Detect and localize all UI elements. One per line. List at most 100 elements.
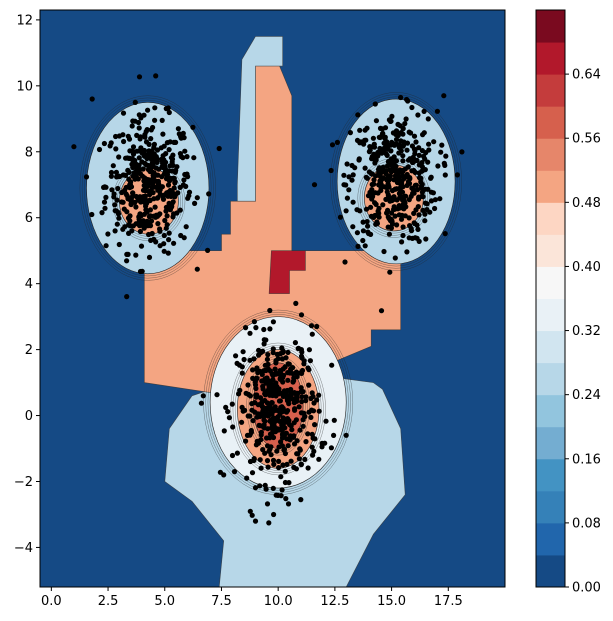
scatter-point-773 <box>372 173 379 179</box>
scatter-point-1175 <box>265 387 271 393</box>
scatter-point-1178 <box>290 365 296 371</box>
scatter-point-332 <box>114 221 120 227</box>
scatter-point-1194 <box>262 397 268 404</box>
scatter-point-1249 <box>283 496 289 502</box>
scatter-point-403 <box>159 157 165 164</box>
scatter-point-1289 <box>291 378 297 384</box>
scatter-point-1023 <box>309 407 315 413</box>
scatter-point-263 <box>113 133 119 140</box>
scatter-point-695 <box>383 196 389 202</box>
scatter-point-522 <box>378 308 385 314</box>
scatter-point-1107 <box>309 390 315 396</box>
colorbar-segment-5 <box>536 394 565 428</box>
scatter-point-1163 <box>331 417 337 423</box>
scatter-point-1244 <box>269 400 275 406</box>
scatter-point-223 <box>206 191 212 197</box>
scatter-point-978 <box>329 362 335 368</box>
scatter-point-352 <box>149 185 155 191</box>
scatter-point-803 <box>380 175 386 181</box>
scatter-point-1191 <box>300 417 306 423</box>
scatter-point-804 <box>411 156 417 163</box>
scatter-point-1282 <box>299 399 305 405</box>
scatter-point-379 <box>166 237 172 243</box>
scatter-point-418 <box>89 211 95 218</box>
scatter-point-382 <box>157 187 163 193</box>
scatter-point-21 <box>138 243 145 249</box>
scatter-point-729 <box>368 204 374 210</box>
scatter-point-1151 <box>262 418 268 424</box>
x-tick-label-5: 12.5 <box>320 594 349 609</box>
scatter-point-690 <box>426 141 432 147</box>
scatter-point-1311 <box>271 511 277 518</box>
contour-region-2 <box>237 36 284 202</box>
scatter-point-1243 <box>264 435 270 441</box>
scatter-point-1196 <box>279 356 285 362</box>
scatter-point-1314 <box>241 356 247 363</box>
scatter-point-589 <box>400 158 406 164</box>
scatter-point-1127 <box>247 393 253 399</box>
scatter-point-241 <box>171 211 177 217</box>
scatter-point-717 <box>366 149 372 155</box>
scatter-point-1225 <box>275 388 281 395</box>
scatter-point-317 <box>121 138 127 145</box>
scatter-point-345 <box>156 182 162 188</box>
scatter-point-326 <box>143 128 149 135</box>
scatter-point-781 <box>400 126 406 132</box>
scatter-point-543 <box>420 194 426 200</box>
y-axis: −4 −2 0 2 4 6 8 10 12 <box>14 13 40 556</box>
scatter-point-371 <box>120 199 126 205</box>
scatter-point-348 <box>136 219 142 225</box>
scatter-point-327 <box>145 182 151 188</box>
scatter-point-233 <box>150 124 156 131</box>
scatter-point-1167 <box>300 389 306 395</box>
scatter-point-310 <box>186 193 192 199</box>
scatter-point-776 <box>364 125 370 131</box>
scatter-point-860 <box>270 434 277 441</box>
scatter-point-1202 <box>305 465 311 471</box>
scatter-point-1305 <box>341 182 347 188</box>
scatter-point-762 <box>372 190 378 196</box>
scatter-point-1182 <box>280 366 286 372</box>
scatter-point-161 <box>157 226 163 232</box>
scatter-point-679 <box>407 156 413 162</box>
scatter-point-1197 <box>239 419 245 425</box>
scatter-point-287 <box>166 109 172 116</box>
scatter-point-852 <box>388 148 394 154</box>
scatter-point-1129 <box>270 319 276 325</box>
scatter-point-1219 <box>296 404 302 410</box>
scatter-point-858 <box>412 182 418 188</box>
scatter-point-898 <box>276 465 282 471</box>
colorbar-segment-1 <box>536 522 565 556</box>
scatter-point-316 <box>127 223 133 229</box>
scatter-point-963 <box>282 468 288 474</box>
scatter-point-378 <box>167 139 173 145</box>
scatter-point-244 <box>83 174 90 180</box>
scatter-point-769 <box>394 179 400 186</box>
scatter-point-854 <box>371 141 377 147</box>
scatter-point-771 <box>381 140 387 146</box>
scatter-point-1205 <box>262 450 268 456</box>
scatter-point-1064 <box>247 357 253 363</box>
scatter-point-641 <box>437 196 443 202</box>
x-tick-label-2: 5.0 <box>154 594 175 609</box>
scatter-point-1246 <box>303 394 309 400</box>
scatter-point-1273 <box>225 409 231 415</box>
scatter-point-772 <box>425 159 431 165</box>
scatter-point-798 <box>407 223 413 229</box>
scatter-points <box>71 73 465 526</box>
scatter-point-1035 <box>274 351 280 357</box>
scatter-point-280 <box>153 154 159 160</box>
scatter-point-302 <box>111 191 117 197</box>
scatter-point-1284 <box>269 381 275 388</box>
scatter-point-754 <box>405 98 411 104</box>
scatter-point-1294 <box>295 451 301 457</box>
scatter-point-1280 <box>261 425 267 431</box>
scatter-point-253 <box>137 228 143 235</box>
scatter-point-420 <box>164 213 170 219</box>
scatter-point-465 <box>329 142 336 148</box>
scatter-point-1078 <box>265 352 271 358</box>
scatter-point-1210 <box>280 379 286 385</box>
x-tick-label-0: 0.0 <box>41 594 62 609</box>
scatter-point-1109 <box>284 461 290 467</box>
scatter-point-557 <box>406 215 412 221</box>
